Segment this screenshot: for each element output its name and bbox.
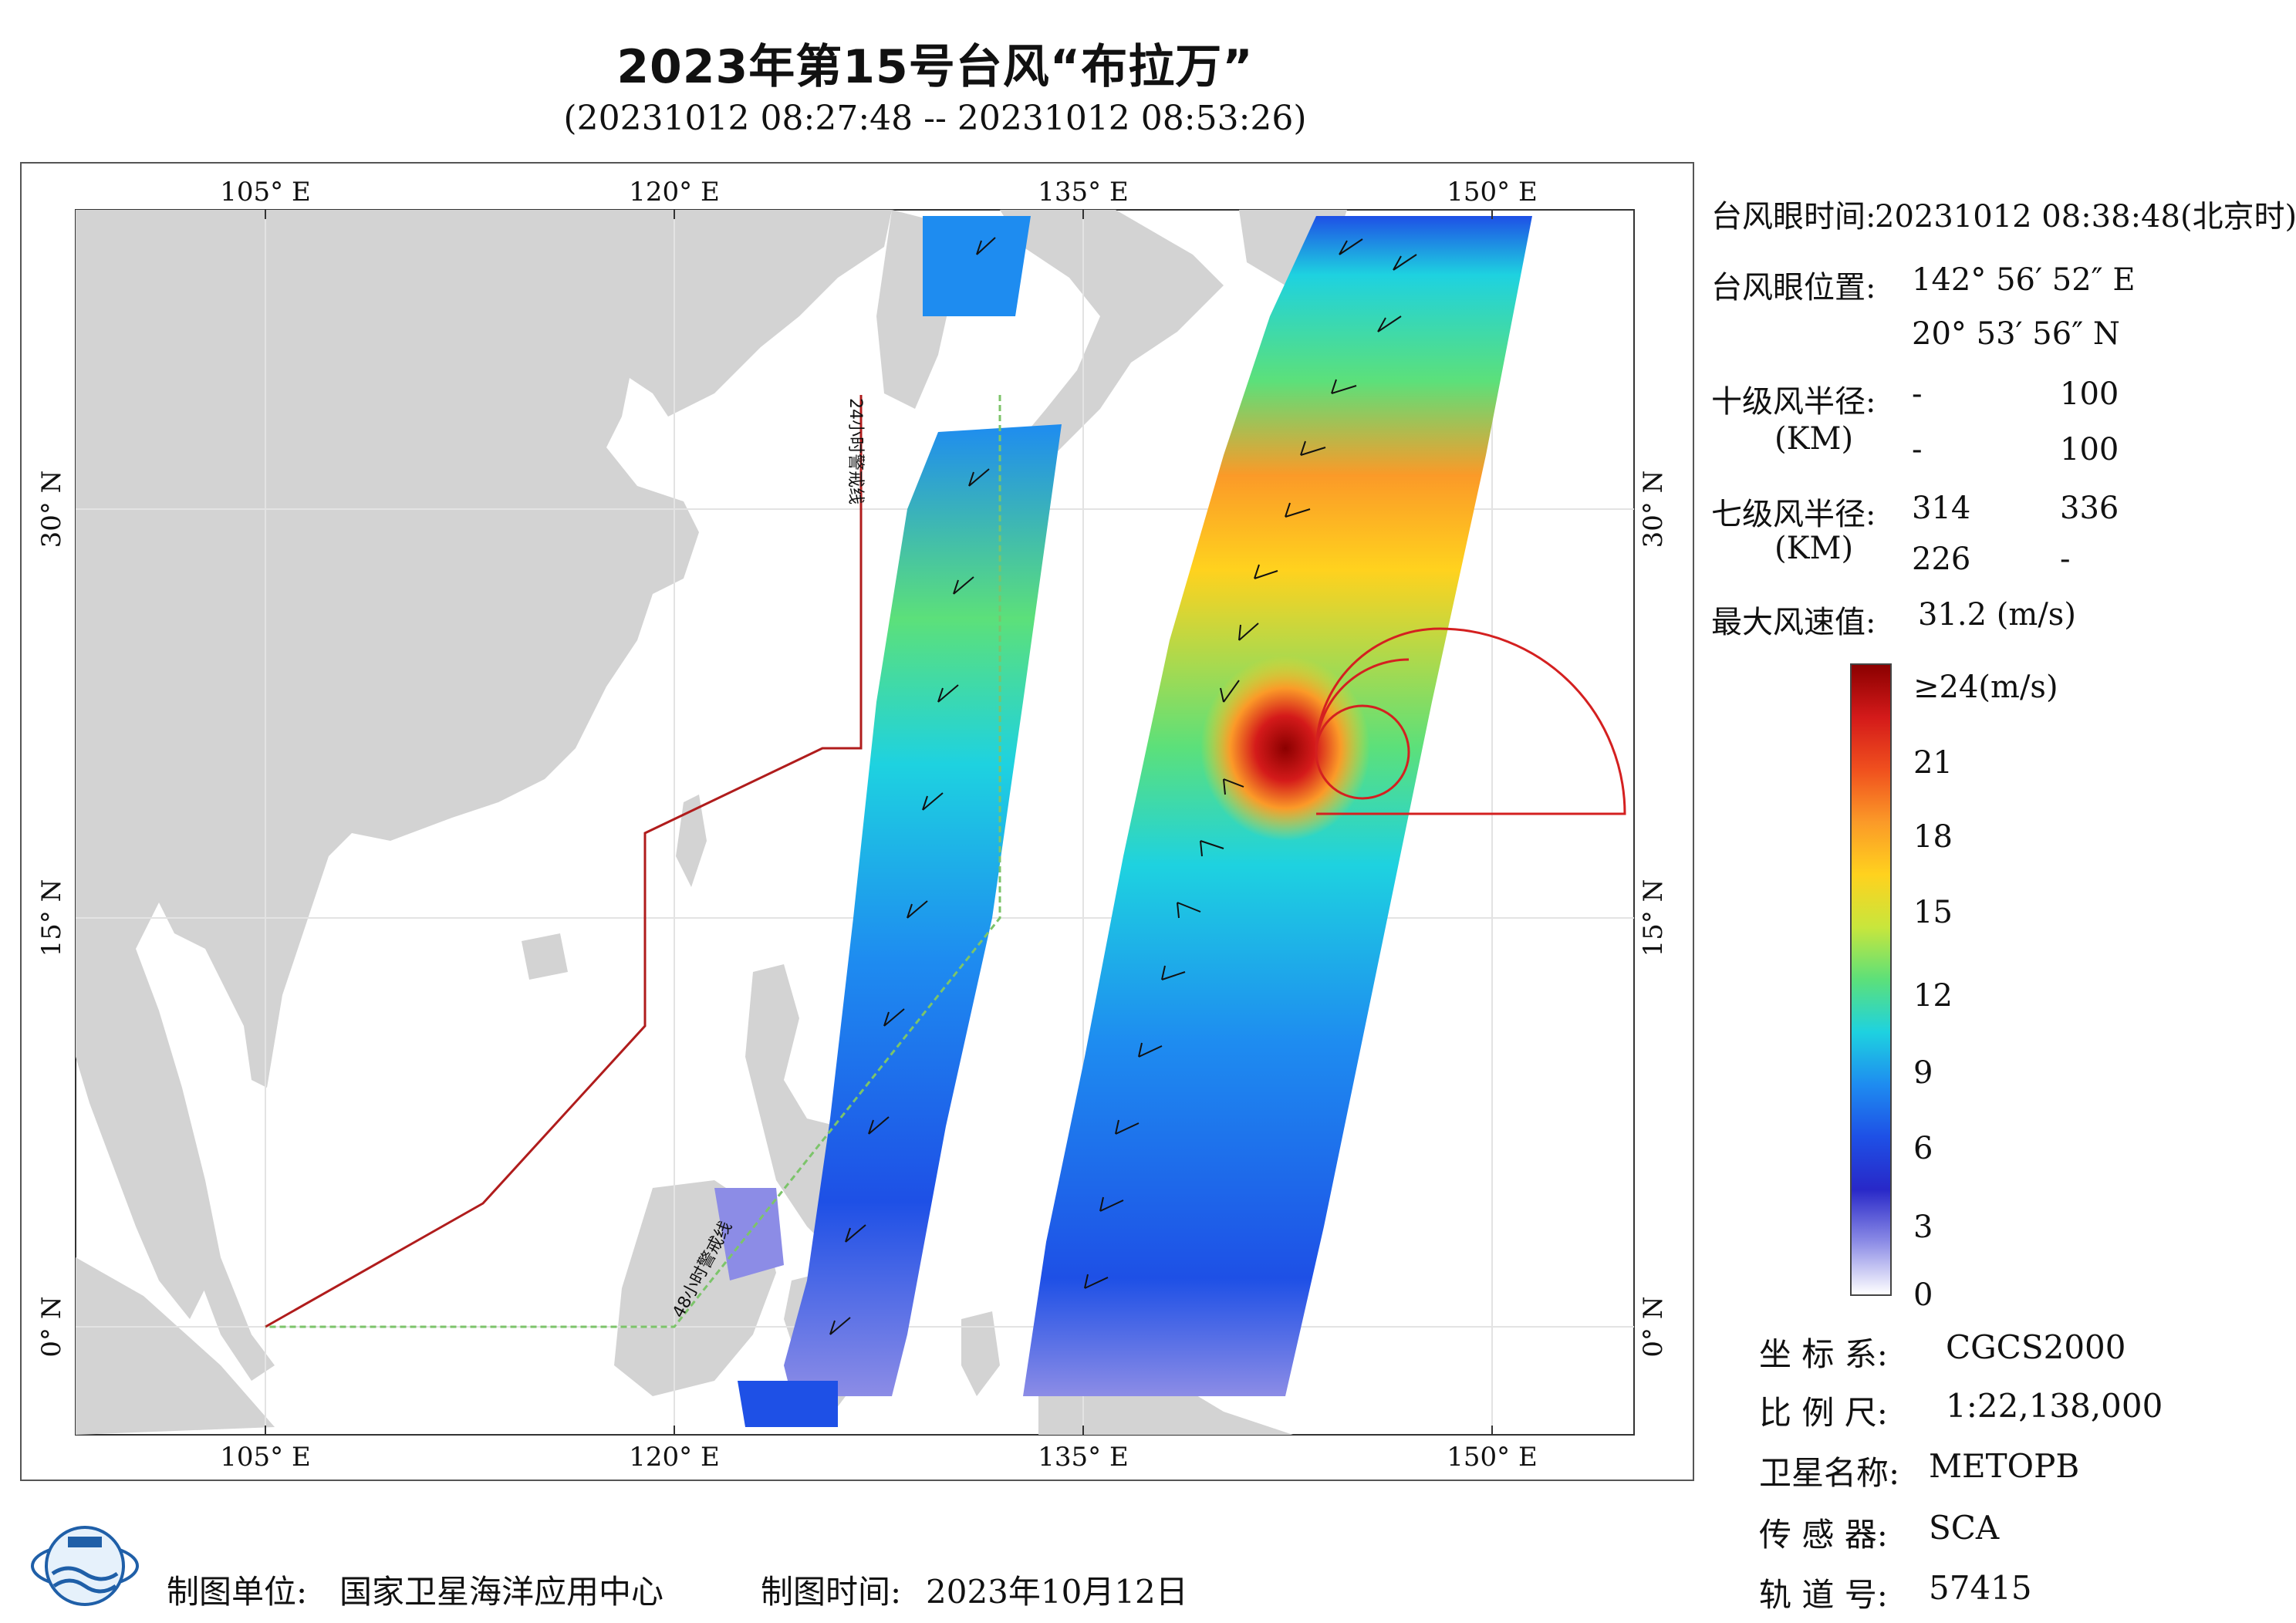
r10-unit: (KM)	[1774, 421, 1854, 457]
wind-barbs	[829, 237, 1417, 1335]
lat-label-right: 15° N	[1638, 879, 1669, 957]
colorbar	[1850, 663, 1892, 1296]
mainland-asia	[76, 210, 892, 1319]
lon-label-bottom: 150° E	[1447, 1442, 1538, 1473]
produced-date-value: 2023年10月12日	[926, 1573, 1188, 1611]
r7-unit: (KM)	[1774, 531, 1854, 566]
max-wind-label: 最大风速值:	[1711, 605, 1876, 640]
colorbar-label: 0	[1913, 1277, 1933, 1313]
halmahera	[961, 1311, 1000, 1396]
orbit-value: 57415	[1929, 1569, 2032, 1607]
eye-time-label: 台风眼时间:	[1711, 199, 1876, 235]
r7-value: 336	[2060, 491, 2119, 526]
eye-position-label: 台风眼位置:	[1711, 270, 1876, 305]
colorbar-label: 6	[1913, 1131, 1933, 1166]
lon-label-top: 105° E	[220, 177, 311, 208]
warning-line-24h	[265, 395, 863, 1328]
wind-radius-arcs	[1315, 627, 1626, 815]
satellite-label: 卫星名称:	[1759, 1454, 1900, 1492]
sumatra	[76, 1257, 275, 1435]
hainan-island	[522, 933, 568, 980]
lon-label-bottom: 135° E	[1038, 1442, 1129, 1473]
colorbar-label: 12	[1913, 978, 1953, 1014]
colorbar-label: 9	[1913, 1055, 1933, 1091]
r10-label: 十级风半径:	[1711, 384, 1876, 420]
colorbar-label: 3	[1913, 1210, 1933, 1245]
eye-latitude: 20° 53′ 56″ N	[1912, 316, 2120, 352]
time-range-subtitle: (20231012 08:27:48 -- 20231012 08:53:26)	[563, 99, 1307, 138]
warning-label-24h: 24小时警戒线	[846, 398, 865, 504]
colorbar-label: ≥24(m/s)	[1913, 670, 2058, 705]
r10-value: -	[1912, 432, 1923, 467]
r10-value: 100	[2060, 376, 2119, 412]
satellite-value: METOPB	[1929, 1447, 2080, 1485]
sensor-label: 传 感 器:	[1759, 1516, 1888, 1554]
eye-longitude: 142° 56′ 52″ E	[1912, 262, 2136, 298]
colorbar-label: 18	[1913, 819, 1953, 855]
map-title: 2023年第15号台风“布拉万”	[616, 40, 1254, 94]
lon-label-top: 135° E	[1038, 177, 1129, 208]
sensor-value: SCA	[1929, 1509, 2000, 1547]
r7-value: 226	[1912, 542, 1971, 577]
warning-line-48h	[265, 395, 1001, 1328]
r10-value: 100	[2060, 432, 2119, 467]
taiwan-island	[676, 795, 707, 887]
producer-value: 国家卫星海洋应用中心	[339, 1573, 664, 1611]
crs-label: 坐 标 系:	[1759, 1335, 1888, 1373]
tick-marks	[265, 210, 1493, 1435]
crs-value: CGCS2000	[1946, 1328, 2126, 1366]
wind-swath-korea	[923, 216, 1031, 316]
r7-value: -	[2060, 542, 2071, 577]
orbit-label: 轨 道 号:	[1759, 1576, 1888, 1614]
r7-value: 314	[1912, 491, 1971, 526]
max-wind-value: 31.2 (m/s)	[1918, 597, 2076, 633]
wind-swath-west	[784, 424, 1062, 1396]
lat-label-left: 15° N	[36, 879, 67, 957]
producer-label: 制图单位:	[167, 1573, 308, 1611]
lon-label-bottom: 105° E	[220, 1442, 311, 1473]
produced-date-label: 制图时间:	[761, 1573, 902, 1611]
r10-value: -	[1912, 376, 1923, 412]
lat-label-left: 30° N	[36, 471, 67, 548]
scale-label: 比 例 尺:	[1759, 1394, 1888, 1432]
agency-logo-icon	[31, 1526, 139, 1606]
wind-swath-south	[738, 1381, 838, 1427]
colorbar-label: 21	[1913, 745, 1953, 781]
lat-label-right: 30° N	[1638, 471, 1669, 548]
malay-peninsula	[198, 1188, 275, 1381]
lon-label-top: 120° E	[629, 177, 720, 208]
colorbar-label: 15	[1913, 895, 1953, 930]
eye-time-value: 20231012 08:38:48(北京时)	[1875, 199, 2296, 235]
r7-label: 七级风半径:	[1711, 497, 1876, 532]
lon-label-bottom: 120° E	[629, 1442, 720, 1473]
lat-label-left: 0° N	[36, 1296, 67, 1357]
lat-label-right: 0° N	[1638, 1296, 1669, 1357]
lon-label-top: 150° E	[1447, 177, 1538, 208]
wind-field-map: 105° E 120° E 135° E 150° E 105° E 120° …	[36, 177, 1669, 1473]
scale-value: 1:22,138,000	[1946, 1387, 2163, 1425]
